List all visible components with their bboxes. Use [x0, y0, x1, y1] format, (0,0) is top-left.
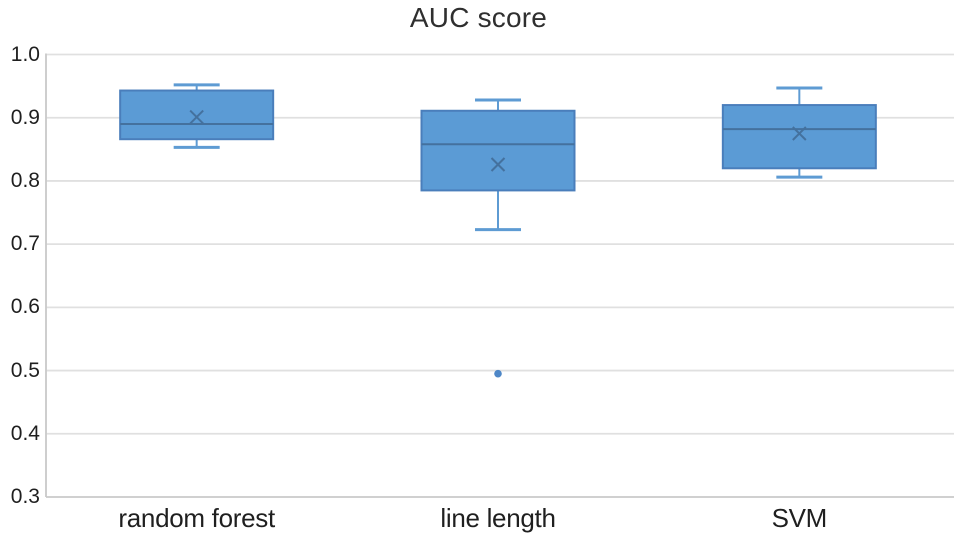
y-tick-label: 0.4	[10, 421, 40, 445]
y-tick-label: 0.7	[10, 232, 40, 256]
mean-marker	[792, 126, 807, 141]
y-tick-label: 0.5	[10, 358, 40, 382]
y-tick-label: 0.3	[10, 485, 40, 508]
y-tick-label: 0.9	[10, 105, 40, 129]
chart-title: AUC score	[409, 2, 548, 33]
y-tick-label: 1.0	[10, 42, 40, 66]
y-tick-label: 0.6	[10, 295, 40, 319]
y-tick-label: 0.8	[10, 168, 40, 192]
x-category-label: SVM	[771, 503, 828, 533]
iqr-box	[119, 89, 275, 141]
iqr-box	[420, 109, 576, 192]
x-category-label: line length	[440, 503, 556, 533]
x-category-label: random forest	[118, 503, 275, 533]
mean-marker	[490, 157, 506, 172]
outlier-point	[494, 369, 502, 378]
mean-marker	[189, 109, 204, 125]
iqr-box	[721, 104, 877, 170]
